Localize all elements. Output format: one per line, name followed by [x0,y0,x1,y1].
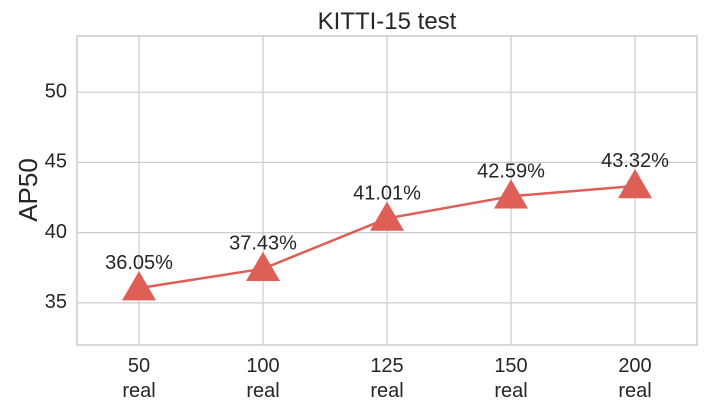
x-tick-label: 100 real [246,355,279,402]
data-label: 42.59% [477,160,545,182]
data-point-marker [122,271,156,301]
y-tick-label: 35 [45,291,67,313]
x-tick-label-line: real [618,380,651,402]
x-tick-label-line: real [246,380,279,402]
x-tick-label-line: real [122,380,155,402]
x-tick-label-line: 100 [246,355,279,377]
data-point-marker [246,251,280,281]
x-tick-label-line: 125 [370,355,403,377]
x-tick-label: 150 real [494,355,527,402]
y-axis-ticks: 35 40 45 50 [45,80,67,313]
y-tick-label: 40 [45,221,67,243]
x-tick-label: 125 real [370,355,403,402]
x-axis-ticks: 50 real 100 real 125 real 150 real 200 real [122,355,651,402]
series-layer [122,169,652,301]
data-point-marker [618,169,652,199]
y-axis-label: AP50 [13,158,43,222]
x-tick-label-line: real [370,380,403,402]
data-label: 36.05% [105,252,173,274]
x-tick-label-line: real [494,380,527,402]
data-point-marker [494,179,528,209]
chart-title: KITTI-15 test [318,8,457,35]
y-tick-label: 50 [45,80,67,102]
y-tick-label: 45 [45,151,67,173]
x-tick-label: 200 real [618,355,651,402]
x-tick-label: 50 real [122,355,155,402]
x-tick-label-line: 50 [128,355,150,377]
data-label: 41.01% [353,182,421,204]
data-label: 37.43% [229,233,297,255]
x-tick-label-line: 150 [494,355,527,377]
x-tick-label-line: 200 [618,355,651,377]
data-label: 43.32% [601,150,669,172]
data-labels: 36.05% 37.43% 41.01% 42.59% 43.32% [105,150,669,274]
data-point-marker [370,201,404,231]
